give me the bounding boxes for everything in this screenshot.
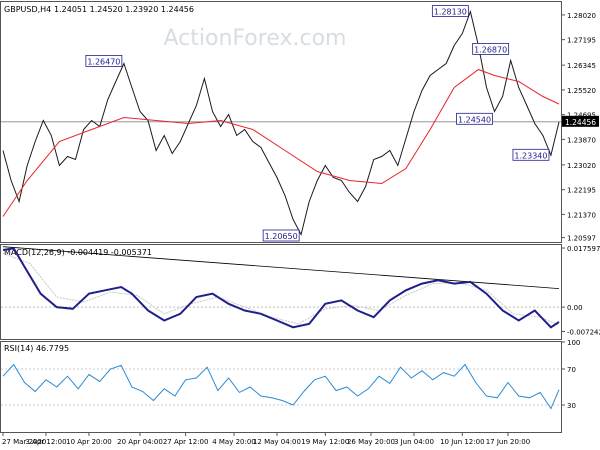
price-ytick-label-7: 1.22195	[567, 187, 596, 195]
price-close-line	[2, 9, 560, 236]
rsi-line	[2, 363, 560, 410]
annotation-label-2: 1.28130	[434, 8, 467, 17]
annotation-label-4: 1.24540	[458, 115, 491, 124]
price-ytick-label-1: 1.27195	[567, 37, 596, 45]
moving-average-line	[2, 68, 560, 217]
price-ytick-label-6: 1.23020	[567, 162, 596, 170]
last-price-tag-bg	[562, 115, 599, 127]
price-series-group: 1.26470 1.20650 1.28130 1.26870 1.24540 1.233…	[1, 5, 561, 242]
price-ytick-label-4: 1.24695	[567, 112, 596, 120]
price-ytick-label-9: 1.20597	[567, 235, 596, 243]
xtick-label-0: 27 Mar 2020	[2, 438, 46, 446]
macd-ytick-label-0: 0.017597	[567, 245, 600, 253]
price-ytick-label-3: 1.25520	[567, 87, 596, 95]
annotation-box-2	[431, 5, 469, 17]
annotation-box-4	[456, 112, 493, 125]
xtick-label-8: 26 May 20:00	[347, 438, 395, 446]
xtick-label-4: 27 Apr 12:00	[163, 438, 209, 446]
xtick-label-5: 4 May 20:00	[212, 438, 256, 446]
rsi-series-group	[1, 363, 561, 410]
price-ytick-label-5: 1.23870	[567, 136, 596, 144]
annotation-label-0: 1.26470	[87, 57, 120, 66]
annotation-label-3: 1.26870	[474, 45, 507, 54]
macd-series-group	[1, 246, 561, 329]
price-ohlc: 1.24051 1.24520 1.23920 1.24456	[54, 5, 194, 14]
xtick-label-11: 17 Jun 20:00	[486, 438, 530, 446]
xtick-label-1: 3 Apr 12:00	[25, 438, 66, 446]
rsi-label: RSI(14) 46.7795	[4, 344, 69, 353]
rsi-panel-frame	[0, 341, 562, 433]
xtick-label-2: 10 Apr 20:00	[66, 438, 112, 446]
rsi-ytick-label-2: 30	[567, 402, 576, 410]
rsi-ytick-label-1: 70	[567, 366, 576, 374]
price-panel-frame	[0, 1, 562, 243]
price-ytick-label-2: 1.26345	[567, 62, 596, 70]
xtick-label-6: 12 May 04:00	[253, 438, 301, 446]
macd-ytick-label-2: -0.007242	[567, 328, 600, 336]
annotation-box-1	[262, 229, 300, 242]
macd-line	[2, 247, 560, 329]
price-ytick-label-0: 1.28020	[567, 12, 596, 20]
annotation-box-0	[85, 55, 123, 67]
watermark: ActionForex.com	[164, 26, 347, 51]
annotation-box-3	[472, 43, 510, 55]
xtick-label-3: 20 Apr 04:00	[117, 438, 163, 446]
xtick-label-9: 3 Jun 04:00	[394, 438, 434, 446]
macd-ytick-label-1: 0.00	[567, 304, 583, 312]
price-header: GBPUSD,H4	[4, 5, 51, 14]
annotation-label-1: 1.20650	[265, 232, 298, 241]
price-ytick-label-8: 1.21370	[567, 211, 596, 219]
macd-trendline	[2, 246, 560, 289]
xtick-label-7: 19 May 12:00	[301, 438, 349, 446]
xtick-label-10: 10 Jun 12:00	[440, 438, 484, 446]
annotation-label-5: 1.23340	[514, 151, 547, 160]
macd-signal-line	[2, 252, 560, 326]
axis-ticks-group: 1.28020 1.27195 1.26345 1.25520 1.24695 1.238…	[2, 12, 600, 446]
rsi-ytick-label-0: 100	[567, 339, 580, 347]
annotation-box-5	[512, 148, 550, 161]
last-price-tag-label: 1.24456	[565, 118, 596, 127]
macd-panel-frame	[0, 244, 562, 340]
